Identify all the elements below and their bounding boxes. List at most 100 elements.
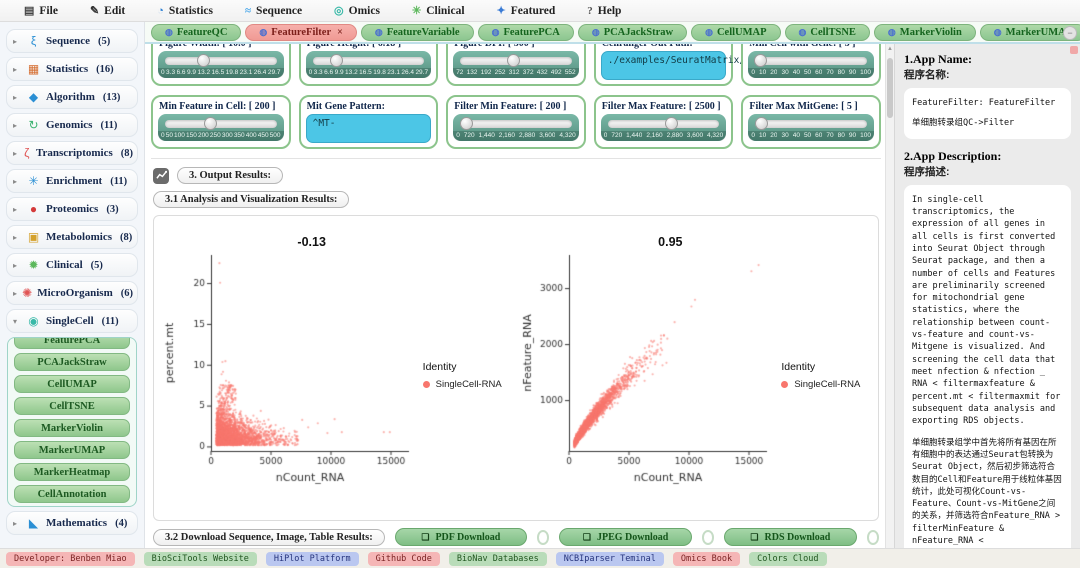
sidebar-item-singlecell[interactable]: ▾ ◉ SingleCell (11) — [6, 309, 138, 333]
footer-badge-omics-book[interactable]: Omics Book — [672, 551, 741, 566]
sidebar-item-label: SingleCell — [46, 315, 94, 327]
slider-track[interactable] — [460, 54, 572, 67]
footer-badge-bioscitools-website[interactable]: BioSciTools Website — [143, 551, 257, 566]
figure-width-slider[interactable]: 0 3.3 6.6 9.9 13.2 16.5 19.8 23.1 26.4 29.7 — [158, 51, 284, 78]
chevron-right-icon[interactable]: ▸ — [13, 176, 18, 186]
figure-dpi-slider[interactable]: 72 132 192 252 312 372 432 492 552 — [453, 51, 579, 78]
sidebar-subitem-markerviolin[interactable]: MarkerViolin — [14, 419, 130, 437]
footer-badge-bionav-databases[interactable]: BioNav Databases — [448, 551, 547, 566]
scrollbar-thumb[interactable] — [887, 58, 893, 118]
sidebar-item-microorganism[interactable]: ▸ ✺ MicroOrganism (6) — [6, 281, 138, 305]
download-label: 3.2 Download Sequence, Image, Table Resu… — [153, 528, 385, 546]
tab-celltsne[interactable]: ◍ CellTSNE — [784, 23, 870, 41]
main-scrollbar[interactable]: ▲ — [885, 44, 894, 548]
chevron-right-icon[interactable]: ▸ — [13, 92, 18, 102]
slider-handle[interactable] — [459, 117, 473, 130]
tab-featureqc[interactable]: ◍ FeatureQC — [151, 23, 242, 41]
sidebar-item-clinical[interactable]: ▸ ✹ Clinical (5) — [6, 253, 138, 277]
menu-help[interactable]: ? Help — [571, 0, 637, 22]
download-button-label: JPEG Download — [596, 531, 669, 543]
chevron-right-icon[interactable]: ▸ — [13, 36, 18, 46]
tab-markerviolin[interactable]: ◍ MarkerViolin — [873, 23, 976, 41]
filter-min-feature-slider[interactable]: 0 720 1,440 2,160 2,880 3,600 4,320 — [453, 114, 579, 141]
panel-scroll-icon[interactable] — [1070, 46, 1078, 54]
sidebar-item-metabolomics[interactable]: ▸ ▣ Metabolomics (8) — [6, 225, 138, 249]
slider-track[interactable] — [754, 117, 867, 130]
mit-gene-pattern-input[interactable]: ^MT- — [305, 114, 432, 143]
chevron-right-icon[interactable]: ▸ — [13, 518, 18, 528]
slider-handle[interactable] — [330, 54, 344, 67]
sidebar-subitem-cellumap[interactable]: CellUMAP — [14, 375, 130, 393]
sidebar-item-proteomics[interactable]: ▸ ● Proteomics (3) — [6, 197, 138, 221]
footer-badge-developer-benben-miao[interactable]: Developer: Benben Miao — [6, 551, 135, 566]
menu-edit[interactable]: ✎ Edit — [74, 0, 141, 22]
filter-max-feature-slider[interactable]: 0 720 1,440 2,160 2,880 3,600 4,320 — [600, 114, 727, 141]
filter-max-mitgene-slider[interactable]: 0 10 20 30 40 50 60 70 80 90 100 — [748, 114, 874, 141]
slider-handle[interactable] — [506, 54, 520, 67]
sidebar-item-mathematics[interactable]: ▸ ◣ Mathematics (4) — [6, 511, 138, 535]
chevron-down-icon[interactable]: ▾ — [13, 316, 18, 326]
tab-featurevariable[interactable]: ◍ FeatureVariable — [360, 23, 474, 41]
sidebar-subitem-markerumap[interactable]: MarkerUMAP — [14, 441, 130, 459]
virus-icon: ✹ — [28, 258, 39, 272]
menu-file[interactable]: ▤ File — [8, 0, 74, 22]
tab-cellumap[interactable]: ◍ CellUMAP — [691, 23, 781, 41]
min-feature-in-cell-slider[interactable]: 0 50 100 150 200 250 300 350 400 450 500 — [158, 114, 284, 141]
jpeg-download-button[interactable]: ❏ JPEG Download — [559, 528, 692, 546]
menu-featured[interactable]: ✦ Featured — [481, 0, 572, 22]
sidebar-subitem-pcajackstraw[interactable]: PCAJackStraw — [14, 353, 130, 371]
slider-handle[interactable] — [753, 54, 767, 67]
footer-badge-github-code[interactable]: Github Code — [367, 551, 440, 566]
min-cell-with-gene-slider[interactable]: 0 10 20 30 40 50 60 70 80 90 100 — [748, 51, 874, 78]
pdf-download-button[interactable]: ❏ PDF Download — [394, 528, 528, 546]
chevron-right-icon[interactable]: ▸ — [13, 232, 18, 242]
chevron-right-icon[interactable]: ▸ — [13, 148, 18, 158]
sidebar-item-sequence[interactable]: ▸ ξ Sequence (5) — [6, 29, 138, 53]
chevron-right-icon[interactable]: ▸ — [13, 64, 18, 74]
scroll-up-icon[interactable]: ▲ — [887, 46, 893, 52]
tab-pcajackstraw[interactable]: ◍ PCAJackStraw — [577, 23, 688, 41]
slider-track[interactable] — [165, 117, 277, 130]
tab-featurefilter[interactable]: ◍ FeatureFilter × — [245, 23, 357, 41]
sidebar-item-transcriptomics[interactable]: ▸ ζ Transcriptomics (8) — [6, 141, 138, 165]
tab-icon: ◍ — [591, 26, 600, 37]
chevron-right-icon[interactable]: ▸ — [13, 288, 18, 298]
footer-badge-hiplot-platform[interactable]: HiPlot Platform — [265, 551, 359, 566]
chevron-right-icon[interactable]: ▸ — [13, 120, 18, 130]
tab-featurepca[interactable]: ◍ FeaturePCA — [477, 23, 574, 41]
sidebar-subitem-celltsne[interactable]: CellTSNE — [14, 397, 130, 415]
rds-download-button[interactable]: ❏ RDS Download — [724, 528, 857, 546]
chevron-right-icon[interactable]: ▸ — [13, 260, 18, 270]
results-chart-icon[interactable] — [153, 167, 169, 184]
menu-omics[interactable]: ◎ Omics — [318, 0, 396, 22]
sidebar-subitem-markerheatmap[interactable]: MarkerHeatmap — [14, 463, 130, 481]
sidebar-item-genomics[interactable]: ▸ ↻ Genomics (11) — [6, 113, 138, 137]
collapse-tabs-button[interactable]: − — [1063, 26, 1077, 40]
slider-track[interactable] — [607, 117, 720, 130]
footer-badge-ncbiparser-teminal[interactable]: NCBIparser Teminal — [555, 551, 664, 566]
chevron-right-icon[interactable]: ▸ — [13, 204, 18, 214]
slider-handle[interactable] — [196, 54, 210, 67]
sidebar-subitem-featurepca[interactable]: FeaturePCA — [14, 338, 130, 349]
sidebar-item-statistics[interactable]: ▸ ▦ Statistics (16) — [6, 57, 138, 81]
sidebar-item-enrichment[interactable]: ▸ ✳ Enrichment (11) — [6, 169, 138, 193]
slider-handle[interactable] — [665, 117, 679, 130]
footer-badge-colors-cloud[interactable]: Colors Cloud — [749, 551, 827, 566]
slider-handle[interactable] — [203, 117, 217, 130]
slider-handle[interactable] — [754, 117, 768, 130]
menu-statistics[interactable]: ◔ Statistics — [141, 0, 229, 22]
slider-track[interactable] — [459, 117, 572, 130]
slider-track[interactable] — [165, 54, 277, 67]
min-cell-with-gene-label: Min Cell with Gene: [ 3 ] — [749, 44, 873, 49]
tab-close-icon[interactable]: × — [337, 26, 343, 38]
tab-icon: ◍ — [993, 26, 1002, 37]
cellranger-out-path-input[interactable]: ./examples/SeuratMatrix/ — [600, 51, 745, 80]
slider-track[interactable] — [312, 54, 425, 67]
tab-markerumap[interactable]: ◍ MarkerUMAP — [979, 23, 1080, 41]
menu-clinical[interactable]: ✳ Clinical — [396, 0, 481, 22]
slider-track[interactable] — [753, 54, 867, 67]
sidebar-subitem-cellannotation[interactable]: CellAnnotation — [14, 485, 130, 503]
menu-sequence[interactable]: ≈ Sequence — [229, 0, 318, 22]
sidebar-item-algorithm[interactable]: ▸ ◆ Algorithm (13) — [6, 85, 138, 109]
figure-height-slider[interactable]: 0 3.3 6.6 9.9 13.2 16.5 19.8 23.1 26.4 29.7 — [305, 51, 432, 78]
